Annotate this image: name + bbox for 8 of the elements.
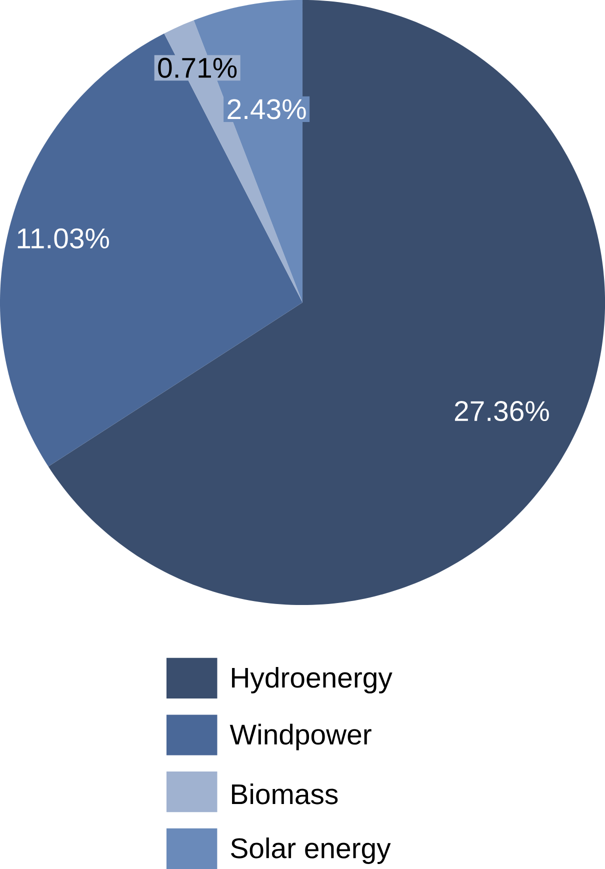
legend-label: Windpower (230, 724, 372, 750)
data-label: 0.71% (158, 58, 237, 78)
legend-label: Hydroenergy (232, 666, 392, 694)
legend-label: Biomass (232, 783, 338, 804)
data-label: 27.36% (454, 401, 549, 422)
data-label: 2.43% (228, 99, 306, 120)
legend-label: Solar energy (230, 837, 391, 864)
data-label: 11.03% (18, 228, 109, 248)
